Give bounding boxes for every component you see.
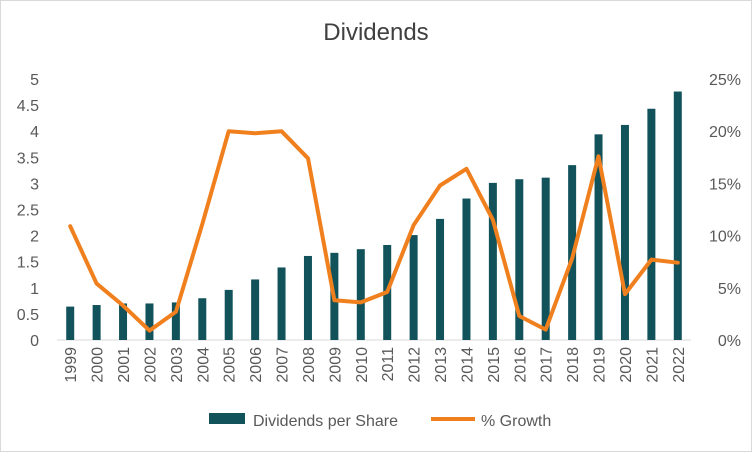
bar xyxy=(541,177,550,340)
bar xyxy=(436,218,445,340)
x-tick-label: 2021 xyxy=(644,347,661,383)
y-left-tick-label: 1.5 xyxy=(17,255,39,272)
x-tick-label: 2019 xyxy=(592,347,609,383)
legend-label: % Growth xyxy=(481,413,551,430)
y-left-tick-label: 3.5 xyxy=(17,150,39,167)
x-tick-label: 2016 xyxy=(512,347,529,383)
y-right-tick-label: 20% xyxy=(709,124,741,141)
x-tick-label: 2014 xyxy=(459,347,476,383)
y-left-tick-label: 5 xyxy=(30,72,39,89)
bar xyxy=(515,179,524,340)
y-left-tick-label: 2.5 xyxy=(17,203,39,220)
bar xyxy=(488,182,497,340)
x-tick-label: 2007 xyxy=(275,347,292,383)
bar xyxy=(462,198,471,340)
x-tick-label: 2015 xyxy=(486,347,503,383)
y-right-tick-label: 25% xyxy=(709,72,741,89)
bar xyxy=(356,249,365,340)
x-tick-label: 2012 xyxy=(407,347,424,383)
x-tick-label: 2000 xyxy=(90,347,107,383)
y-right-tick-label: 15% xyxy=(709,176,741,193)
y-left-tick-label: 4.5 xyxy=(17,98,39,115)
y-left-tick-label: 3 xyxy=(30,176,39,193)
bar xyxy=(303,255,312,340)
chart-title: Dividends xyxy=(323,19,429,46)
bar xyxy=(92,305,101,340)
bar xyxy=(277,267,286,340)
bar xyxy=(620,124,629,340)
y-left-tick-label: 4 xyxy=(30,124,39,141)
x-tick-label: 2018 xyxy=(565,347,582,383)
x-tick-label: 2002 xyxy=(142,347,159,383)
bar xyxy=(673,91,682,340)
growth-line xyxy=(68,129,680,333)
x-tick-label: 2008 xyxy=(301,347,318,383)
x-tick-label: 2020 xyxy=(618,347,635,383)
x-tick-label: 2006 xyxy=(248,347,265,383)
bar xyxy=(594,134,603,340)
bar xyxy=(119,303,128,340)
x-tick-label: 1999 xyxy=(63,347,80,383)
bar xyxy=(251,279,260,340)
bar xyxy=(171,302,180,340)
bar xyxy=(198,298,207,340)
x-tick-label: 2010 xyxy=(354,347,371,383)
x-tick-label: 2011 xyxy=(380,347,397,382)
bar xyxy=(409,235,418,340)
legend-label: Dividends per Share xyxy=(253,413,398,430)
x-tick-label: 2001 xyxy=(116,347,133,383)
x-tick-label: 2013 xyxy=(433,347,450,383)
y-right-tick-label: 0% xyxy=(718,333,741,350)
bar xyxy=(145,303,154,340)
y-right-tick-label: 5% xyxy=(718,281,741,298)
bar xyxy=(647,108,656,340)
x-tick-label: 2022 xyxy=(671,347,688,383)
bar xyxy=(66,306,75,340)
legend-swatch-bar xyxy=(209,413,245,424)
y-right-tick-label: 10% xyxy=(709,229,741,246)
y-left-tick-label: 0.5 xyxy=(17,307,39,324)
bar xyxy=(224,289,233,340)
x-tick-label: 2003 xyxy=(169,347,186,383)
y-left-tick-label: 2 xyxy=(30,229,39,246)
x-tick-label: 2009 xyxy=(327,347,344,383)
x-tick-label: 2017 xyxy=(539,347,556,383)
x-tick-label: 2005 xyxy=(222,347,239,383)
y-left-tick-label: 1 xyxy=(30,281,39,298)
x-tick-label: 2004 xyxy=(195,347,212,383)
y-left-tick-label: 0 xyxy=(30,333,39,350)
